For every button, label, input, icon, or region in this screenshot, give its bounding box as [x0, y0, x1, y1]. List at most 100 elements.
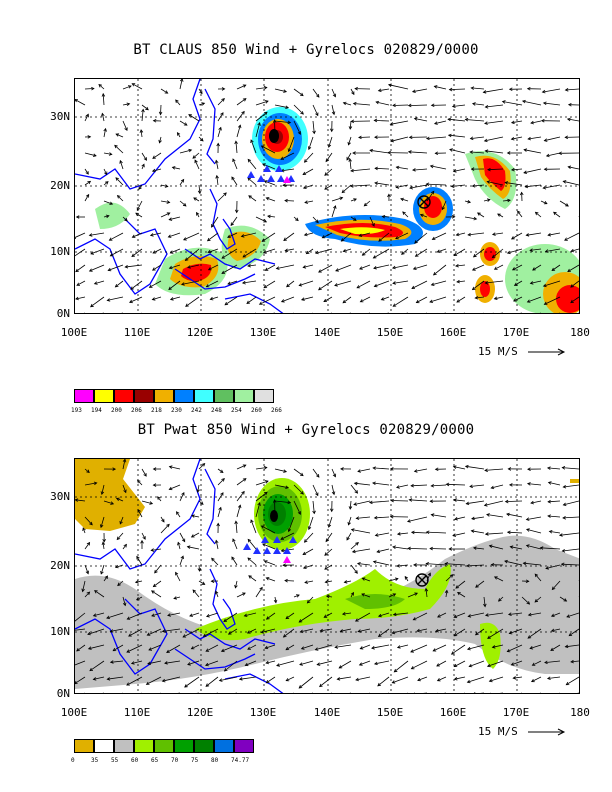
wind-vector-head	[395, 236, 399, 240]
wind-vector	[217, 492, 224, 502]
wind-vector	[484, 468, 504, 471]
wind-vector	[168, 280, 181, 290]
wind-vector	[335, 644, 352, 648]
wind-vector-head	[180, 282, 185, 286]
wind-vector	[115, 177, 124, 186]
wind-vector-head	[115, 177, 119, 181]
wind-vector-head	[563, 598, 568, 602]
wind-vector-head	[375, 100, 380, 105]
wind-vector-head	[432, 648, 437, 652]
wind-vector	[259, 296, 276, 305]
wind-vector	[513, 296, 523, 302]
wind-vector	[529, 644, 542, 649]
wind-vector-head	[351, 91, 355, 96]
wind-vector-head	[103, 127, 107, 132]
wind-vector	[396, 564, 409, 567]
wind-vector	[350, 542, 359, 550]
wind-vector-head	[126, 682, 130, 686]
wind-vector-head	[324, 172, 328, 176]
wind-vector	[526, 545, 542, 550]
wind-vector	[141, 532, 146, 540]
wind-vector-head	[100, 491, 105, 496]
wind-vector	[261, 232, 276, 242]
wind-vector	[532, 660, 542, 666]
wind-vector-head	[564, 135, 569, 140]
wind-vector-head	[205, 284, 210, 288]
colorbar-swatch	[154, 739, 174, 753]
wind-vector-head	[471, 516, 475, 521]
wind-vector	[382, 216, 390, 218]
wind-vector	[312, 500, 315, 514]
wind-vector-head	[491, 254, 496, 259]
wind-vector-head	[305, 250, 310, 255]
wind-vector	[453, 248, 466, 256]
wind-vector-head	[316, 94, 320, 98]
wind-vector-head	[493, 576, 498, 580]
wind-vector	[492, 232, 504, 235]
wind-vector	[527, 483, 542, 486]
wind-vector-head	[376, 314, 379, 315]
wind-vector-head	[137, 509, 141, 513]
wind-vector-head	[410, 665, 415, 670]
wind-vector	[236, 592, 246, 598]
pwat-field	[75, 459, 579, 689]
wind-vector-head	[561, 466, 566, 470]
wind-vector	[179, 120, 188, 126]
wind-vector-head	[285, 485, 290, 489]
wind-vector-head	[464, 117, 469, 122]
wind-vector-head	[355, 516, 360, 520]
wind-vector-head	[247, 263, 251, 268]
wind-vector-head	[350, 591, 354, 596]
wind-vector	[149, 280, 162, 288]
wind-vector-head	[304, 200, 309, 204]
wind-vector-head	[484, 104, 489, 109]
panel-2-lat-label-20n: 20N	[50, 559, 70, 572]
wind-vector	[372, 482, 390, 486]
wind-vector-head	[342, 101, 347, 106]
wind-vector-head	[139, 129, 144, 133]
wind-vector-head	[287, 148, 292, 153]
wind-vector	[425, 588, 428, 598]
wind-vector	[131, 660, 143, 664]
wind-vector-head	[152, 118, 157, 123]
wind-vector-head	[129, 299, 133, 304]
wind-vector	[472, 264, 485, 271]
wind-vector-head	[300, 297, 305, 301]
wind-vector	[392, 546, 409, 550]
wind-vector	[512, 264, 523, 271]
wind-vector	[369, 149, 390, 154]
coastline	[75, 459, 284, 693]
wind-vector-head	[300, 646, 305, 650]
wind-vector	[551, 628, 561, 632]
wind-vector-head	[166, 200, 171, 204]
wind-vector	[242, 248, 257, 258]
wind-vector-head	[258, 301, 263, 305]
wind-vector	[304, 580, 314, 583]
wind-vector	[545, 248, 561, 252]
wind-vector-head	[221, 477, 225, 482]
wind-vector	[547, 515, 561, 518]
wind-vector-head	[341, 189, 346, 194]
wind-vector	[463, 312, 465, 313]
wind-vector-head	[182, 634, 187, 638]
wind-vector	[179, 149, 192, 154]
colorbar-label: 35	[91, 757, 99, 764]
wind-vector-head	[169, 297, 174, 301]
wind-vector	[312, 468, 320, 478]
wind-vector	[324, 564, 333, 570]
wind-vector	[514, 280, 523, 286]
wind-vector	[135, 212, 143, 218]
panel-1-lon-label-140e: 140E	[313, 326, 341, 339]
wind-vector	[236, 98, 247, 106]
wind-vector	[196, 692, 199, 693]
wind-vector-head	[332, 473, 337, 478]
wind-vector-head	[526, 482, 531, 486]
wind-vector	[247, 557, 257, 566]
wind-vector-head	[152, 250, 157, 254]
wind-vector	[122, 544, 127, 550]
wind-vector	[266, 612, 276, 620]
wind-vector-head	[210, 692, 211, 693]
wind-vector	[152, 168, 162, 172]
wind-vector	[487, 168, 504, 171]
wind-vector-head	[116, 536, 121, 541]
